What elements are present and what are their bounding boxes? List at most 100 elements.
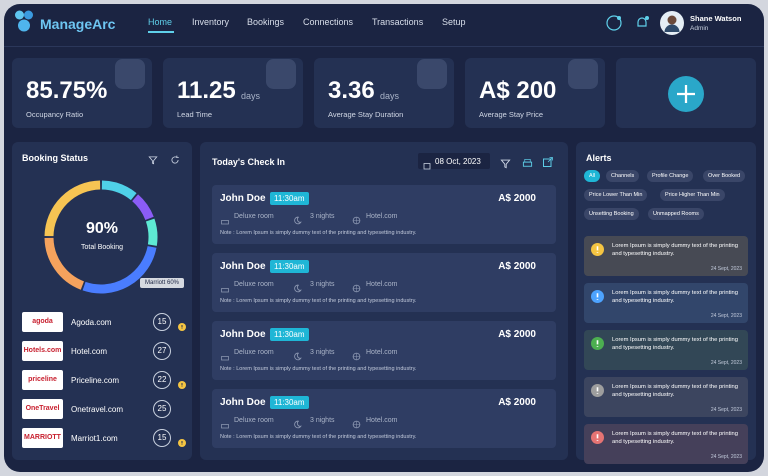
- calendar-icon: [423, 157, 431, 170]
- print-button[interactable]: [522, 156, 533, 167]
- alert-tint: [584, 377, 748, 417]
- channel-logo: Hotels.com: [22, 341, 63, 361]
- calendar-icon-glyph: [423, 163, 431, 170]
- stat-value: 85.75%: [26, 77, 108, 104]
- filter-chip[interactable]: Over Booked: [703, 170, 746, 182]
- alert-item: Lorem Ipsum is simply dummy text of the …: [584, 283, 748, 323]
- stat-label: Average Stay Duration: [328, 110, 404, 119]
- alert-date: 24 Sept, 2023: [710, 360, 742, 366]
- stat-card: 3.36 days Average Stay Duration: [314, 58, 454, 128]
- room-icon: [220, 417, 230, 429]
- user-avatar[interactable]: [660, 11, 684, 35]
- alert-date: 24 Sept, 2023: [710, 454, 742, 460]
- donut-value: 90%: [85, 220, 119, 237]
- room-type: Deluxe room: [234, 349, 274, 356]
- alert-text: Lorem Ipsum is simply dummy text of the …: [612, 337, 738, 351]
- add-card: [616, 58, 756, 128]
- nights-icon-glyph: [294, 420, 302, 429]
- room-icon-glyph: [221, 424, 229, 429]
- room-icon-glyph: [221, 356, 229, 361]
- donut-label: Total Booking: [80, 244, 124, 251]
- alert-text: Lorem Ipsum is simply dummy text of the …: [612, 290, 738, 304]
- alert-date: 24 Sept, 2023: [710, 313, 742, 319]
- add-button[interactable]: [668, 76, 704, 112]
- filter-chip[interactable]: Price Higher Than Min: [660, 189, 725, 201]
- donut-tooltip: Marriott 60%: [140, 278, 185, 288]
- nav-item[interactable]: Transactions: [372, 17, 424, 27]
- stat-unit: days: [380, 91, 400, 101]
- filter-chip[interactable]: Price Lower Than Min: [584, 189, 648, 201]
- filter-chip[interactable]: Profile Change: [647, 170, 694, 182]
- booking-price: A$ 2000: [498, 193, 536, 204]
- alert-item: Lorem Ipsum is simply dummy text of the …: [584, 236, 748, 276]
- filter-chip[interactable]: Channels: [606, 170, 640, 182]
- alert-item: Lorem Ipsum is simply dummy text of the …: [584, 377, 748, 417]
- stat-watermark-glyph: [115, 59, 145, 89]
- booking-source: Hotel.com: [366, 281, 398, 288]
- user-role: Admin: [690, 25, 709, 32]
- source-icon: [352, 212, 361, 225]
- date-text: 08 Oct, 2023: [435, 157, 481, 166]
- nav-item[interactable]: Home: [148, 17, 173, 27]
- user-name: Shane Watson: [690, 14, 742, 23]
- nav-item[interactable]: Connections: [303, 17, 354, 27]
- nights-icon-glyph: [294, 284, 302, 293]
- source-icon-glyph: [352, 420, 361, 429]
- channel-count: 15: [153, 429, 171, 447]
- brand-name: ManageArc: [40, 16, 116, 32]
- channel-count: 25: [153, 400, 171, 418]
- room-icon: [220, 349, 230, 361]
- channel-alert-glyph: [178, 323, 186, 331]
- add-button-glyph: [668, 76, 704, 112]
- alert-text: Lorem Ipsum is simply dummy text of the …: [612, 384, 738, 398]
- alert-text: Lorem Ipsum is simply dummy text of the …: [612, 243, 738, 257]
- source-icon-glyph: [352, 352, 361, 361]
- booking-price: A$ 2000: [498, 397, 536, 408]
- messages-button-glyph: [606, 15, 622, 31]
- stat-label: Lead Time: [177, 110, 213, 119]
- panel-title: Booking Status: [22, 153, 89, 163]
- notifications-button-glyph: [637, 16, 649, 27]
- alert-text: Lorem Ipsum is simply dummy text of the …: [612, 431, 738, 445]
- refresh-button[interactable]: [170, 152, 180, 164]
- stat-watermark-glyph: [266, 59, 296, 89]
- booking-card: John Doe 11:30am A$ 2000 Deluxe room 3 night…: [212, 253, 556, 312]
- nights-icon-glyph: [294, 352, 302, 361]
- alert-icon-glyph: [591, 337, 604, 350]
- nights-icon: [293, 416, 302, 429]
- messages-button[interactable]: [606, 15, 622, 31]
- guest-name: John Doe: [220, 193, 266, 204]
- print-button-glyph: [522, 159, 533, 167]
- channel-logo: MARRIOTT: [22, 428, 63, 448]
- alert-item: Lorem Ipsum is simply dummy text of the …: [584, 424, 748, 464]
- notifications-button[interactable]: [634, 15, 650, 31]
- nav-item[interactable]: Setup: [442, 17, 466, 27]
- filter-chip[interactable]: All: [584, 170, 601, 182]
- nav-underline: [148, 31, 174, 33]
- room-type: Deluxe room: [234, 417, 274, 424]
- share-button[interactable]: [542, 155, 554, 167]
- channel-count: 15: [153, 313, 171, 331]
- nav-item[interactable]: Bookings: [247, 17, 285, 27]
- alert-tint: [584, 236, 748, 276]
- filter-button[interactable]: [500, 156, 511, 169]
- booking-note: Note : Lorem Ipsum is simply dummy text …: [220, 366, 417, 372]
- nights: 3 nights: [310, 213, 335, 220]
- stat-watermark-glyph: [568, 59, 598, 89]
- date-picker[interactable]: 08 Oct, 2023: [418, 153, 490, 170]
- filter-chip[interactable]: Unmapped Rooms: [648, 208, 704, 220]
- alert-icon: [591, 431, 604, 444]
- booking-card: John Doe 11:30am A$ 2000 Deluxe room 3 night…: [212, 185, 556, 244]
- nights-icon: [293, 212, 302, 225]
- filter-button[interactable]: [148, 152, 158, 165]
- nav-item[interactable]: Inventory: [192, 17, 230, 27]
- room-icon: [220, 281, 230, 293]
- nights-icon: [293, 348, 302, 361]
- alert-tint: [584, 283, 748, 323]
- booking-card: John Doe 11:30am A$ 2000 Deluxe room 3 night…: [212, 389, 556, 448]
- channel-alert-glyph: [178, 381, 186, 389]
- room-icon: [220, 213, 230, 225]
- filter-chip[interactable]: Unsetting Booking: [584, 208, 639, 220]
- channel-alert: [178, 318, 186, 331]
- stat-label: Average Stay Price: [479, 110, 544, 119]
